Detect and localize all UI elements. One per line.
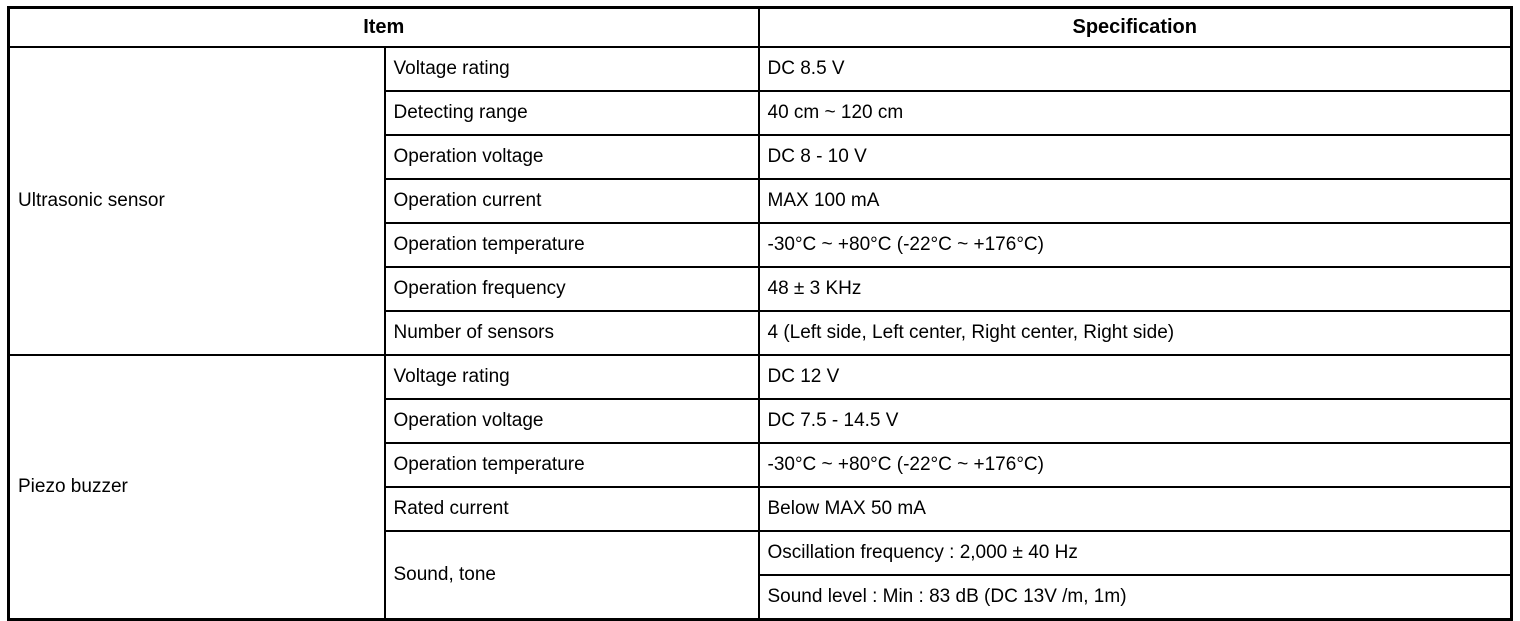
table-row: Operation frequency 48 ± 3 KHz (9, 266, 1513, 312)
item-cell: Voltage rating (383, 46, 760, 92)
spec-cell: -30°C ~ +80°C (-22°C ~ +176°C) (757, 222, 1513, 268)
table-row: Piezo buzzer Voltage rating DC 12 V (7, 354, 1513, 621)
header-specification: Specification (757, 6, 1513, 48)
table-row: Operation current MAX 100 mA (9, 178, 1513, 224)
item-cell-sound-tone: Sound, tone (383, 530, 760, 621)
spec-cell: Oscillation frequency : 2,000 ± 40 Hz (757, 530, 1513, 576)
table-row: Ultrasonic sensor Voltage rating DC 8.5 … (7, 46, 1513, 356)
spec-cell: DC 12 V (757, 354, 1513, 400)
spec-cell: Below MAX 50 mA (757, 486, 1513, 532)
item-cell: Operation temperature (383, 222, 760, 268)
spec-cell: DC 8 - 10 V (757, 134, 1513, 180)
page: Item Specification Ultrasonic sensor Vol… (7, 6, 1513, 621)
item-cell: Number of sensors (383, 310, 760, 356)
table-row: Rated current Below MAX 50 mA (9, 486, 1513, 532)
spec-cell: DC 7.5 - 14.5 V (757, 398, 1513, 444)
item-cell: Operation voltage (383, 134, 760, 180)
spec-cell: 4 (Left side, Left center, Right center,… (757, 310, 1513, 356)
item-cell: Operation current (383, 178, 760, 224)
item-cell: Voltage rating (383, 354, 760, 400)
category-cell-ultrasonic-sensor: Ultrasonic sensor (7, 46, 386, 356)
spec-cell: 40 cm ~ 120 cm (757, 90, 1513, 136)
item-cell: Rated current (383, 486, 760, 532)
table-row: Operation voltage DC 7.5 - 14.5 V (9, 398, 1513, 444)
table-row: Operation voltage DC 8 - 10 V (9, 134, 1513, 180)
item-cell: Operation frequency (383, 266, 760, 312)
category-cell-piezo-buzzer: Piezo buzzer (7, 354, 386, 621)
table-row: Sound, tone Oscillation frequency : 2,00… (9, 530, 1513, 621)
spec-cell: DC 8.5 V (757, 46, 1513, 92)
spec-cell: MAX 100 mA (757, 178, 1513, 224)
spec-cell: Sound level : Min : 83 dB (DC 13V /m, 1m… (757, 574, 1513, 621)
table-row: Operation temperature -30°C ~ +80°C (-22… (9, 442, 1513, 488)
spec-table: Item Specification Ultrasonic sensor Vol… (7, 6, 1513, 621)
spec-cell: 48 ± 3 KHz (757, 266, 1513, 312)
item-cell: Operation voltage (383, 398, 760, 444)
header-item: Item (7, 6, 760, 48)
item-cell: Operation temperature (383, 442, 760, 488)
header-row: Item Specification (7, 6, 1513, 48)
spec-cell: -30°C ~ +80°C (-22°C ~ +176°C) (757, 442, 1513, 488)
table-row: Number of sensors 4 (Left side, Left cen… (9, 310, 1513, 356)
table-row: Detecting range 40 cm ~ 120 cm (9, 90, 1513, 136)
item-cell: Detecting range (383, 90, 760, 136)
table-row: Operation temperature -30°C ~ +80°C (-22… (9, 222, 1513, 268)
